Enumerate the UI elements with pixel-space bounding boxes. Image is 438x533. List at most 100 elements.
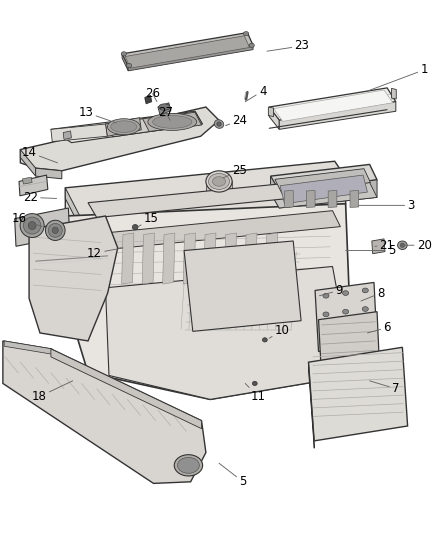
Ellipse shape [206, 171, 232, 192]
Polygon shape [106, 266, 340, 399]
Text: 10: 10 [269, 324, 290, 338]
Polygon shape [106, 111, 202, 137]
Ellipse shape [343, 309, 349, 314]
Text: 1: 1 [367, 63, 428, 91]
Polygon shape [271, 176, 279, 208]
Ellipse shape [323, 312, 329, 317]
Ellipse shape [20, 214, 44, 238]
Ellipse shape [362, 306, 368, 311]
Polygon shape [65, 161, 346, 232]
Polygon shape [184, 241, 301, 332]
Polygon shape [285, 190, 293, 207]
Polygon shape [4, 341, 52, 354]
Text: 3: 3 [359, 199, 415, 212]
Polygon shape [19, 175, 48, 196]
Ellipse shape [249, 43, 254, 47]
Polygon shape [224, 233, 237, 284]
Polygon shape [271, 182, 377, 208]
Polygon shape [318, 312, 380, 378]
Polygon shape [29, 216, 118, 341]
Polygon shape [306, 190, 315, 207]
Polygon shape [106, 118, 141, 136]
Text: 22: 22 [23, 191, 57, 204]
Text: 14: 14 [21, 146, 57, 163]
Text: 25: 25 [223, 164, 247, 177]
Polygon shape [122, 233, 134, 284]
Text: 27: 27 [158, 106, 173, 120]
Text: 5: 5 [219, 463, 247, 488]
Polygon shape [269, 88, 396, 120]
Ellipse shape [398, 241, 407, 249]
Text: 8: 8 [361, 287, 384, 301]
Text: 13: 13 [78, 106, 117, 123]
Ellipse shape [159, 104, 170, 110]
Ellipse shape [362, 288, 368, 293]
Polygon shape [142, 233, 154, 284]
Polygon shape [315, 282, 377, 352]
Polygon shape [274, 90, 393, 122]
Polygon shape [269, 107, 279, 130]
Polygon shape [245, 233, 257, 284]
Ellipse shape [400, 243, 405, 247]
Text: 12: 12 [87, 247, 123, 260]
Text: 26: 26 [145, 87, 160, 102]
Polygon shape [22, 177, 32, 184]
Polygon shape [65, 204, 350, 399]
Text: 9: 9 [319, 284, 343, 297]
Ellipse shape [111, 121, 137, 133]
Ellipse shape [23, 217, 41, 234]
Polygon shape [51, 349, 201, 429]
Polygon shape [63, 131, 71, 140]
Polygon shape [265, 233, 278, 284]
Ellipse shape [212, 176, 226, 186]
Polygon shape [280, 175, 367, 204]
Polygon shape [20, 150, 35, 176]
Polygon shape [204, 233, 216, 284]
Polygon shape [279, 180, 377, 208]
Text: 24: 24 [226, 114, 247, 127]
Polygon shape [51, 111, 202, 143]
Polygon shape [122, 54, 128, 71]
Ellipse shape [48, 223, 62, 237]
Text: 18: 18 [32, 381, 73, 403]
Ellipse shape [208, 173, 230, 189]
Ellipse shape [214, 120, 224, 128]
Ellipse shape [148, 114, 197, 131]
Ellipse shape [132, 224, 138, 230]
Ellipse shape [217, 122, 221, 126]
Text: 15: 15 [138, 212, 159, 227]
Ellipse shape [121, 52, 127, 56]
Polygon shape [372, 239, 385, 254]
Polygon shape [162, 233, 175, 284]
Text: 4: 4 [245, 85, 266, 102]
Polygon shape [308, 348, 408, 441]
Polygon shape [268, 107, 274, 117]
Polygon shape [183, 233, 195, 284]
Polygon shape [271, 165, 377, 191]
Polygon shape [14, 208, 70, 246]
Ellipse shape [244, 31, 249, 36]
Text: 7: 7 [370, 381, 399, 395]
Text: 16: 16 [11, 212, 42, 227]
Ellipse shape [323, 293, 329, 298]
Polygon shape [125, 36, 250, 68]
Ellipse shape [52, 227, 58, 233]
Text: 20: 20 [400, 239, 431, 252]
Polygon shape [392, 88, 396, 99]
Ellipse shape [28, 222, 36, 230]
Polygon shape [308, 362, 314, 448]
Polygon shape [158, 103, 171, 115]
Polygon shape [20, 107, 219, 171]
Ellipse shape [107, 119, 140, 135]
Polygon shape [279, 102, 396, 130]
Ellipse shape [46, 220, 65, 240]
Text: 21: 21 [375, 239, 395, 252]
Ellipse shape [145, 97, 150, 102]
Polygon shape [275, 168, 371, 194]
Ellipse shape [174, 455, 203, 476]
Polygon shape [206, 181, 232, 192]
Polygon shape [350, 190, 359, 207]
Polygon shape [88, 179, 342, 217]
Polygon shape [51, 124, 107, 142]
Polygon shape [35, 168, 62, 179]
